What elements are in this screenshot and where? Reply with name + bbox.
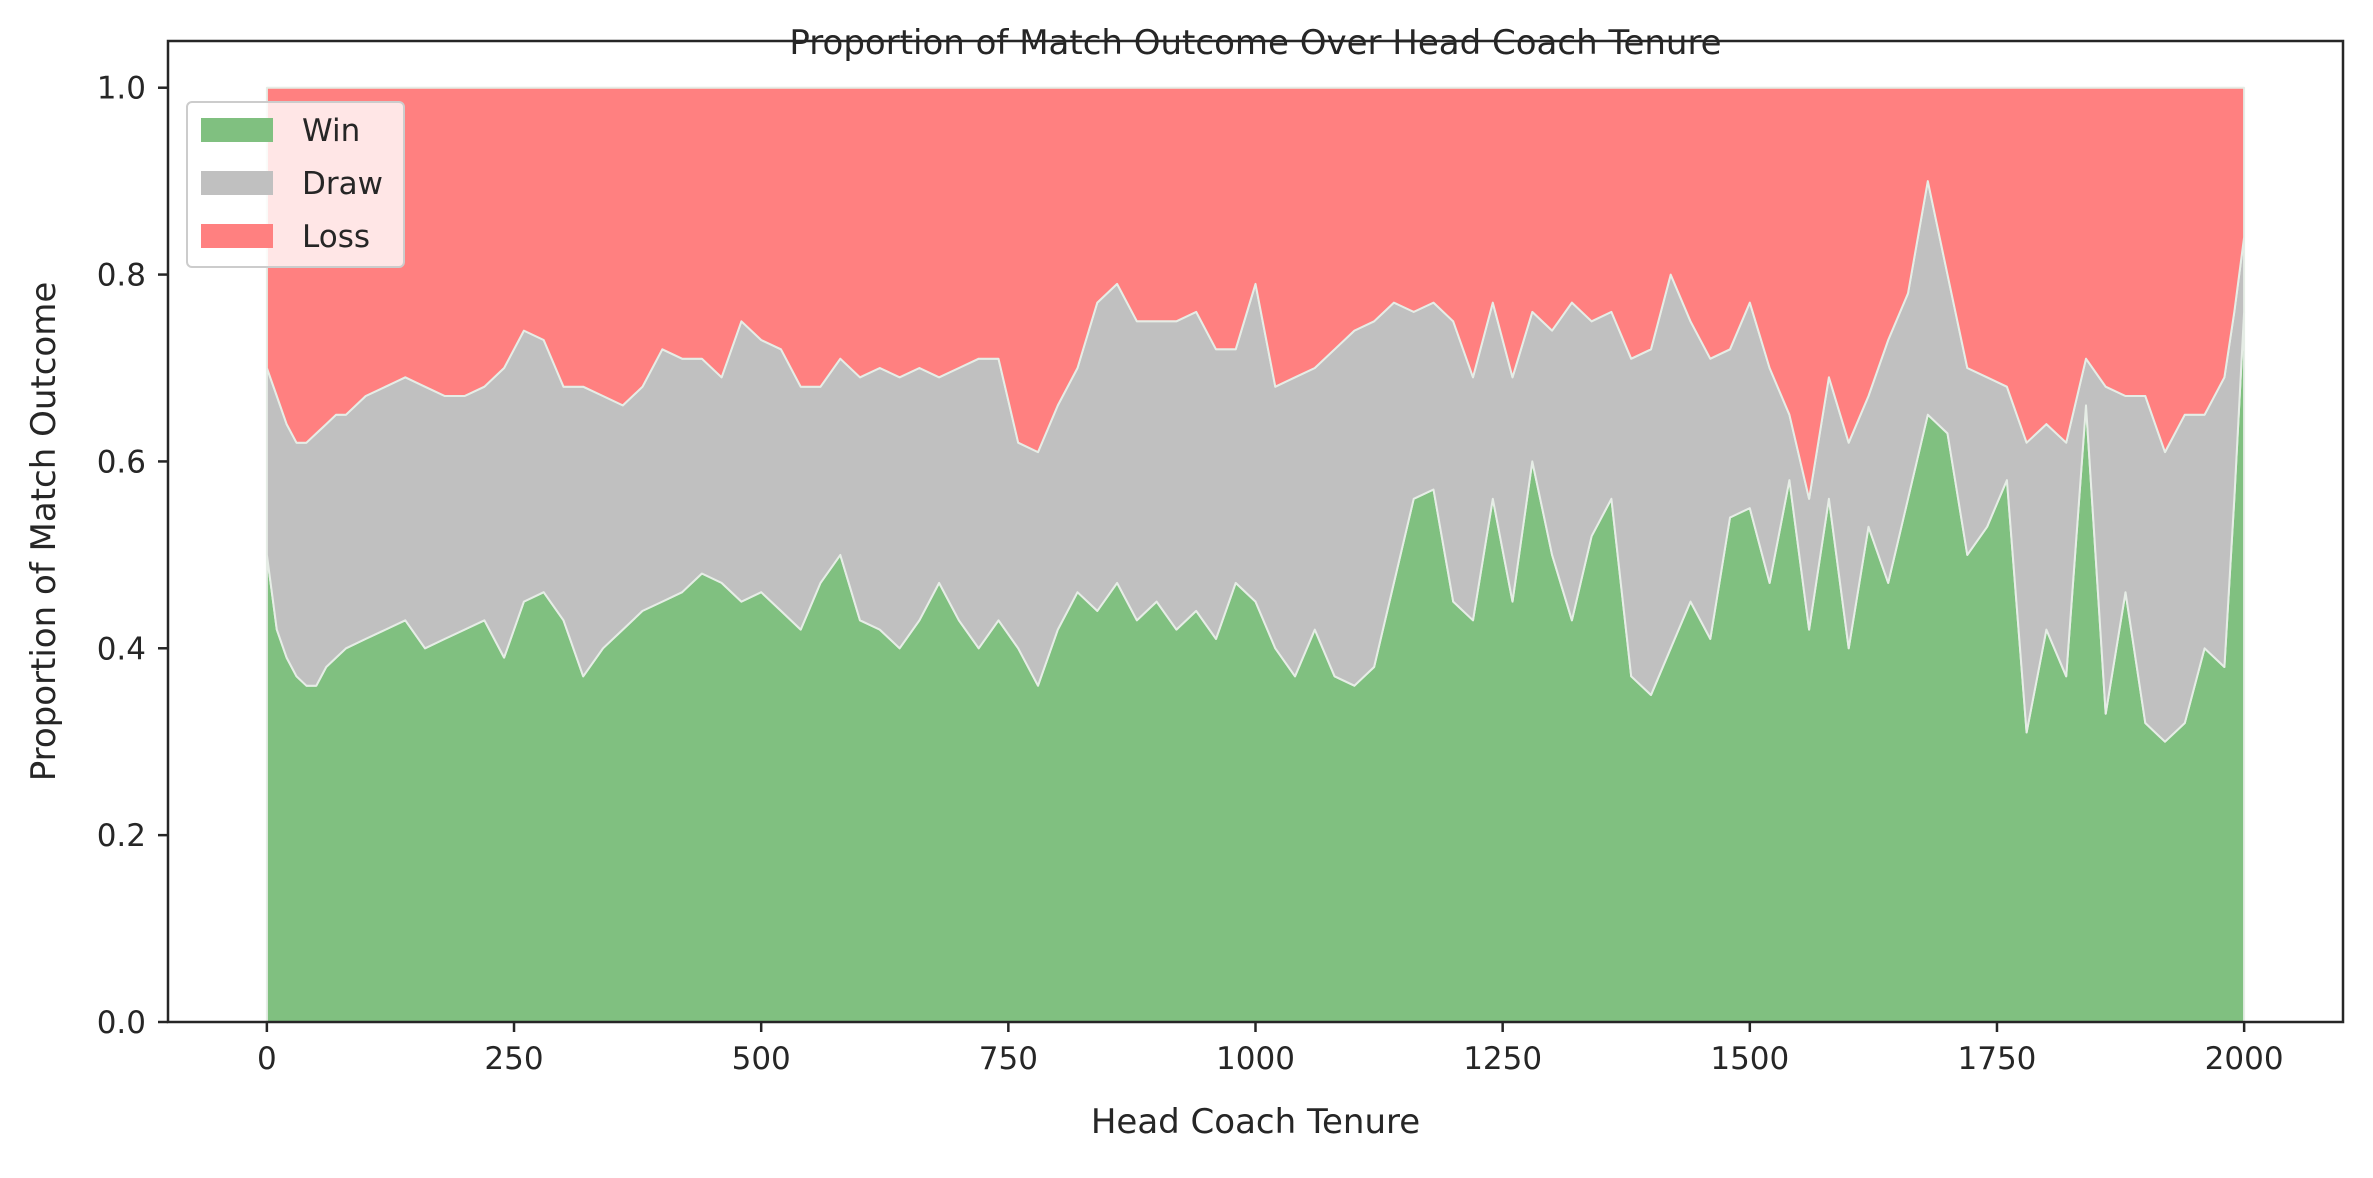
x-tick-label: 0 — [257, 1041, 277, 1077]
x-tick-label: 750 — [979, 1041, 1038, 1077]
x-tick-label: 1750 — [1958, 1041, 2037, 1077]
x-tick-label: 1000 — [1216, 1041, 1295, 1077]
x-tick-label: 500 — [732, 1041, 791, 1077]
y-tick-label: 0.4 — [97, 631, 146, 667]
x-axis-title: Head Coach Tenure — [1091, 1102, 1420, 1142]
legend: Win Draw Loss — [186, 101, 405, 268]
y-tick-label: 1.0 — [97, 71, 146, 107]
y-tick-label: 0.6 — [97, 444, 146, 480]
legend-swatch-loss — [201, 224, 273, 248]
y-axis-ticks: 0.0 0.2 0.4 0.6 0.8 1.0 — [97, 71, 168, 1041]
x-tick-label: 1500 — [1710, 1041, 1789, 1077]
legend-label-draw: Draw — [302, 166, 383, 202]
x-tick-label: 250 — [484, 1041, 543, 1077]
x-tick-label: 1250 — [1463, 1041, 1542, 1077]
area-loss — [265, 86, 2246, 500]
areas-layer — [265, 86, 2246, 1023]
x-axis-ticks: 0 250 500 750 1000 1250 1500 1750 2000 — [257, 1022, 2284, 1077]
y-tick-label: 0.0 — [97, 1005, 146, 1041]
legend-label-loss: Loss — [302, 219, 370, 255]
x-tick-label: 2000 — [2205, 1041, 2284, 1077]
legend-swatch-win — [201, 118, 273, 142]
legend-label-win: Win — [302, 113, 360, 149]
y-tick-label: 0.8 — [97, 258, 146, 294]
legend-swatch-draw — [201, 171, 273, 195]
y-tick-label: 0.2 — [97, 818, 146, 854]
y-axis-title: Proportion of Match Outcome — [24, 282, 64, 782]
chart-title: Proportion of Match Outcome Over Head Co… — [789, 23, 1721, 63]
